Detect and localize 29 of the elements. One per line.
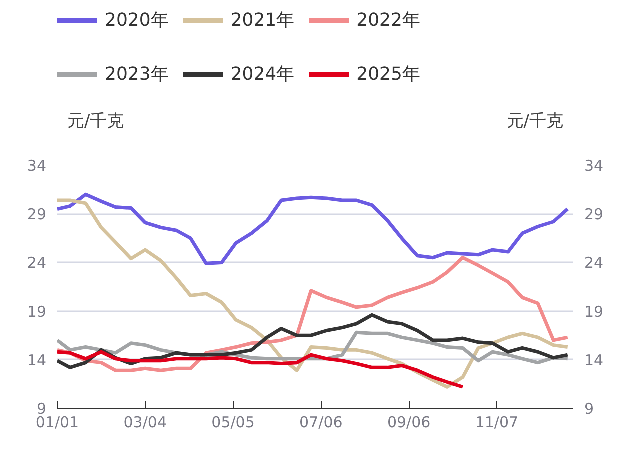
x-tick-label: 09/06 [387,414,431,432]
legend-label: 2023年 [105,63,169,87]
y-tick-label: 14 [27,351,47,370]
y-tick-label: 19 [27,302,47,321]
y-tick-label: 29 [27,206,47,224]
y2-tick-label: 9 [584,400,594,418]
y2-tick-label: 24 [584,254,604,272]
y2-tick-label: 29 [584,206,604,224]
y2-axis-title: 元/千克 [506,112,564,132]
legend-label: 2025年 [356,63,420,87]
x-tick-label: 07/06 [300,414,343,432]
x-tick-label: 11/07 [475,414,519,432]
legend-label: 2024年 [230,63,295,87]
line-series [58,350,465,389]
y2-tick-label: 14 [584,351,604,370]
line-series [58,192,570,266]
line-series [58,198,570,389]
line-series [58,313,570,370]
line-series [58,256,570,372]
x-tick-label: 05/05 [212,414,255,432]
y2-tick-label: 34 [584,157,604,175]
y2-tick-label: 19 [584,302,604,321]
legend-label: 2021年 [230,9,295,33]
y-tick-label: 24 [27,254,47,272]
y-tick-label: 34 [27,157,47,175]
x-tick-label: 03/04 [124,414,168,432]
y-axis-title: 元/千克 [67,112,124,132]
legend-label: 2020年 [105,9,169,33]
legend-label: 2022年 [356,9,420,33]
